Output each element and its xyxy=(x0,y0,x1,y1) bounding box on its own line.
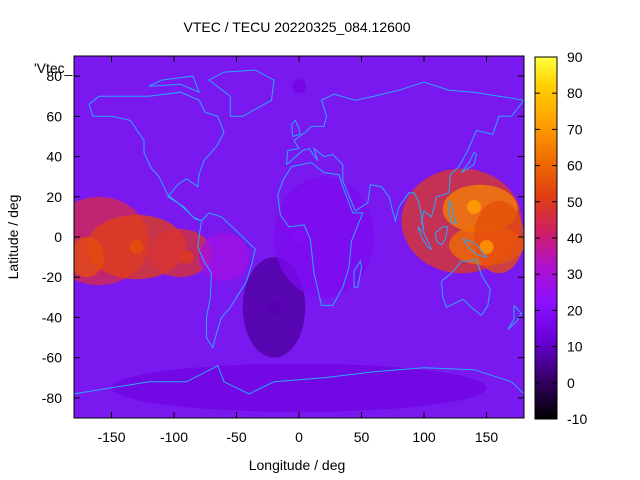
y-tick-label: -20 xyxy=(42,269,62,285)
heat-region xyxy=(474,200,524,274)
x-axis: -150 -100 -50 0 50 100 150 xyxy=(97,56,498,445)
heat-cell xyxy=(479,240,494,255)
coastline-greenland xyxy=(208,69,275,117)
coastlines xyxy=(74,69,524,395)
colorbar-tick-label: 10 xyxy=(567,339,583,355)
x-tick-label: -50 xyxy=(226,429,246,445)
coastline-sumatra xyxy=(417,226,433,251)
colorbar-tick-label: 90 xyxy=(567,49,583,65)
colorbar-tick-label: -10 xyxy=(567,411,587,427)
x-tick-label: 0 xyxy=(295,429,303,445)
heat-cell xyxy=(292,230,306,244)
coastline-arctic-islands xyxy=(148,75,200,94)
x-tick-label: 100 xyxy=(412,429,436,445)
heat-cell xyxy=(467,199,481,214)
colorbar-tick-label: 70 xyxy=(567,121,583,137)
coastline-new-guinea xyxy=(462,238,488,258)
coastline-madagascar xyxy=(353,259,363,288)
coastline-new-zealand xyxy=(507,305,523,330)
colorbar-tick-label: 20 xyxy=(567,302,583,318)
coastline-eurasia xyxy=(286,81,524,232)
colorbar-tick-label: 60 xyxy=(567,158,583,174)
x-axis-label: Longitude / deg xyxy=(249,457,346,473)
coastline-antarctica xyxy=(74,365,524,395)
coastline-south-america xyxy=(197,212,256,349)
heat-region xyxy=(111,363,487,412)
colorbar-tick-label: 50 xyxy=(567,194,583,210)
colorbar-tick-label: 80 xyxy=(567,85,583,101)
y-tick-label: -40 xyxy=(42,309,62,325)
heat-cell xyxy=(292,79,306,94)
heat-region xyxy=(199,232,249,282)
coastline-philippines xyxy=(448,200,458,224)
colorbar-tick-label: 40 xyxy=(567,230,583,246)
heat-cell xyxy=(129,240,144,255)
y-axis: -80 -60 -40 -20 0 20 40 60 80 xyxy=(42,68,524,406)
colorbar-tick-label: 0 xyxy=(567,375,575,391)
x-tick-label: -150 xyxy=(97,429,125,445)
x-tick-label: 150 xyxy=(475,429,499,445)
y-tick-label: 80 xyxy=(46,68,62,84)
y-tick-label: -80 xyxy=(42,390,62,406)
heat-cell xyxy=(179,250,194,265)
y-tick-label: -60 xyxy=(42,350,62,366)
y-tick-label: 40 xyxy=(46,149,62,165)
plot-area xyxy=(74,56,524,418)
y-tick-label: 60 xyxy=(46,108,62,124)
coastline-africa xyxy=(277,162,364,306)
heat-layer xyxy=(74,79,524,412)
y-axis-label: Latitude / deg xyxy=(5,195,21,280)
heat-region xyxy=(149,228,212,278)
coastline-borneo xyxy=(434,226,449,246)
series-label: 'Vtec_ xyxy=(34,60,73,76)
chart-title: VTEC / TECU 20220325_084.12600 xyxy=(183,19,410,35)
y-tick-label: 20 xyxy=(46,189,62,205)
coastline-japan xyxy=(461,151,478,174)
x-tick-label: -100 xyxy=(160,429,188,445)
coastline-uk xyxy=(290,119,301,137)
heat-cell xyxy=(267,300,281,315)
heat-region xyxy=(74,237,104,278)
colorbar-tick-label: 30 xyxy=(567,266,583,282)
x-tick-label: 50 xyxy=(354,429,370,445)
colorbar-axis: 90 80 70 60 50 40 30 20 10 0 -10 xyxy=(535,49,587,427)
coastline-australia xyxy=(441,258,491,317)
y-tick-label: 0 xyxy=(54,229,62,245)
coastline-north-america xyxy=(88,91,225,222)
